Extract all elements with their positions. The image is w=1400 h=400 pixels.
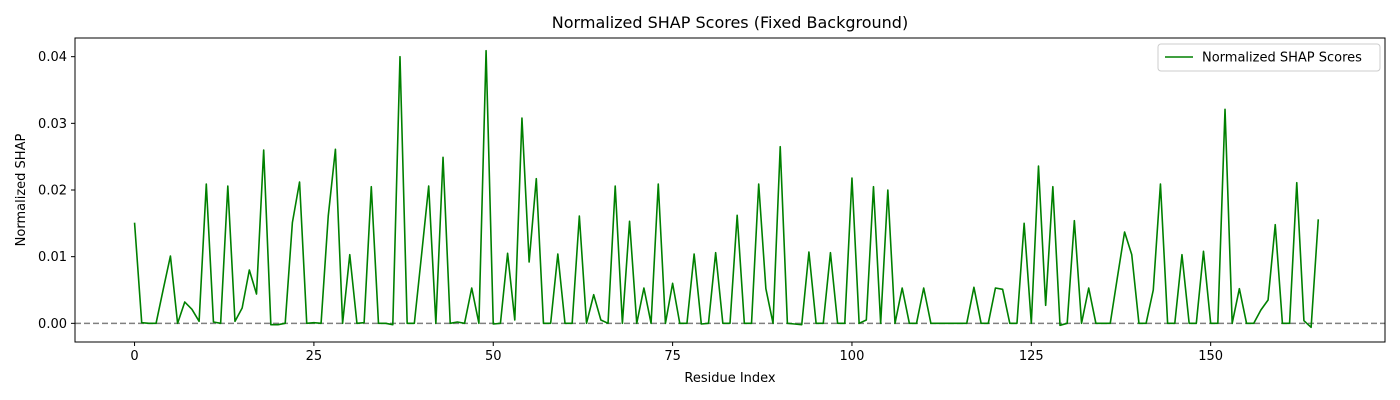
chart-title: Normalized SHAP Scores (Fixed Background…	[552, 13, 908, 32]
x-tick-label: 0	[130, 349, 138, 364]
x-tick-label: 125	[1019, 349, 1044, 364]
y-tick-label: 0.01	[38, 250, 67, 265]
y-tick-label: 0.03	[38, 117, 67, 132]
axes-frame	[74, 37, 1386, 343]
legend: Normalized SHAP Scores	[1157, 43, 1381, 72]
x-axis-label: Residue Index	[684, 371, 776, 386]
plot-area	[75, 49, 1385, 329]
x-tick-label: 75	[664, 349, 681, 364]
legend-frame	[1157, 43, 1381, 72]
x-tick-label: 50	[485, 349, 502, 364]
axes: 0 25 50 75 100 125 150 0.00 0.01 0.02 0.03 0.04	[38, 37, 1386, 364]
x-tick-label: 25	[306, 349, 323, 364]
x-tick-label: 150	[1198, 349, 1223, 364]
series-line-0	[133, 49, 1320, 329]
y-tick-label: 0.02	[38, 184, 67, 199]
y-tick-label: 0.04	[38, 50, 67, 65]
y-axis-label: Normalized SHAP	[14, 134, 29, 247]
legend-label: Normalized SHAP Scores	[1202, 51, 1362, 66]
y-tick-label: 0.00	[38, 317, 67, 332]
x-tick-label: 100	[840, 349, 865, 364]
